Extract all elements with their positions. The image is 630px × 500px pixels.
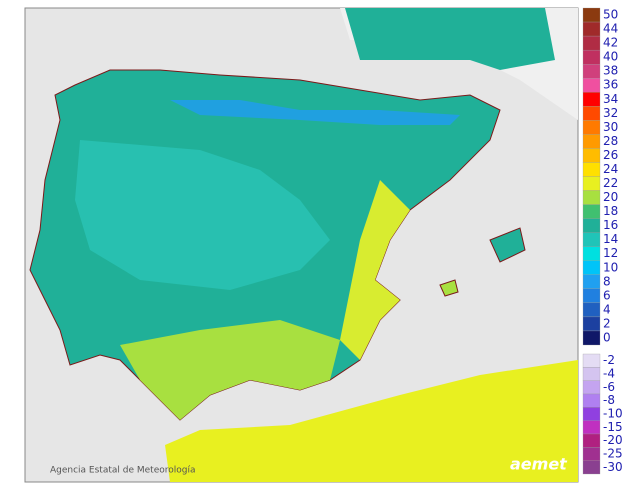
color-swatch <box>582 274 601 289</box>
legend-label: -4 <box>603 367 615 381</box>
color-swatch <box>582 190 601 205</box>
color-swatch <box>582 330 601 346</box>
legend-label: 20 <box>603 190 618 204</box>
meseta-cool <box>75 140 330 290</box>
color-swatch <box>582 380 601 395</box>
color-swatch <box>582 393 601 408</box>
color-swatch <box>582 433 601 448</box>
legend-label: 26 <box>603 148 618 162</box>
color-swatch <box>582 35 601 51</box>
color-swatch <box>582 316 601 332</box>
legend-label: 16 <box>603 218 618 232</box>
color-swatch <box>582 49 601 65</box>
legend-label: -20 <box>603 433 623 447</box>
legend-label: 34 <box>603 92 618 106</box>
legend-label: -30 <box>603 460 623 474</box>
france-south <box>345 8 555 70</box>
color-swatch <box>582 92 601 107</box>
legend-label: 0 <box>603 330 611 344</box>
color-swatch <box>582 460 601 475</box>
color-swatch <box>582 64 601 79</box>
legend-label: 24 <box>603 162 618 176</box>
color-swatch <box>582 367 601 381</box>
legend-label: 18 <box>603 204 618 218</box>
color-swatch <box>582 302 601 318</box>
legend-label: 22 <box>603 176 618 190</box>
south-warm <box>120 320 340 420</box>
legend-label: 12 <box>603 246 618 260</box>
color-swatch <box>582 260 601 275</box>
legend-label: 38 <box>603 64 618 78</box>
legend-label: 14 <box>603 232 618 246</box>
legend-label: 8 <box>603 274 611 288</box>
legend-label: -10 <box>603 407 623 421</box>
color-swatch <box>582 218 601 233</box>
color-swatch <box>582 232 601 247</box>
color-swatch <box>582 246 601 261</box>
legend-label: 42 <box>603 36 618 50</box>
color-swatch <box>582 447 601 461</box>
color-swatch <box>582 176 601 191</box>
ibiza <box>439 279 459 297</box>
legend-label: 10 <box>603 260 618 274</box>
legend-label: 44 <box>603 22 618 36</box>
legend-label: 4 <box>603 302 611 316</box>
legend-label: 2 <box>603 316 611 330</box>
legend-label: 36 <box>603 78 618 92</box>
legend-label: -8 <box>603 393 615 407</box>
color-swatch <box>582 288 601 304</box>
color-swatch <box>582 7 601 23</box>
color-swatch <box>582 78 601 93</box>
color-swatch <box>582 407 601 421</box>
legend-label: 30 <box>603 120 618 134</box>
color-swatch <box>582 162 601 177</box>
color-swatch <box>582 106 601 121</box>
legend-label: 40 <box>603 50 618 64</box>
legend-label: -6 <box>603 380 615 394</box>
legend-label: -25 <box>603 447 623 461</box>
color-swatch <box>582 420 601 435</box>
mallorca <box>489 227 526 263</box>
legend-label: -2 <box>603 353 615 367</box>
color-swatch <box>582 120 601 135</box>
legend-label: 32 <box>603 106 618 120</box>
east-coast-warm <box>340 180 410 360</box>
north-mountains <box>170 100 460 125</box>
color-swatch <box>582 204 601 219</box>
logo: aemet <box>510 455 568 474</box>
color-swatch <box>582 134 601 149</box>
colorbar: 5044424038363432302826242220181614121086… <box>582 7 623 475</box>
credit: Agencia Estatal de Meteorología <box>50 466 196 476</box>
color-swatch <box>582 21 601 37</box>
legend-label: 50 <box>603 8 618 22</box>
color-swatch <box>582 148 601 163</box>
legend-label: 6 <box>603 288 611 302</box>
legend-label: -15 <box>603 420 623 434</box>
color-swatch <box>582 353 601 368</box>
africa <box>165 360 578 482</box>
legend-label: 28 <box>603 134 618 148</box>
